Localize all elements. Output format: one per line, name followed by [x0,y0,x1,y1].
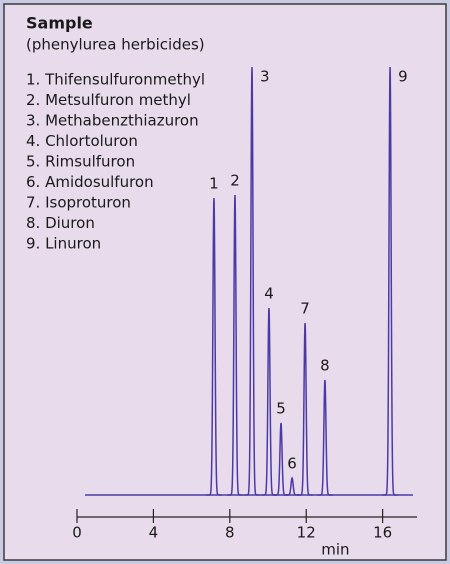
legend-item: 8. Diuron [26,214,95,232]
peak-label: 6 [287,455,297,473]
peak-label: 4 [264,285,274,303]
peak-label: 2 [230,172,240,190]
legend-item: 4. Chlortoluron [26,132,138,150]
legend-item: 2. Metsulfuron methyl [26,91,191,109]
peak-label: 3 [260,68,270,86]
x-tick-label: 0 [72,524,82,542]
peak [244,66,260,496]
legend-item: 1. Thifensulfuronmethyl [26,71,205,89]
peak-label: 8 [320,357,330,375]
legend-item: 7. Isoproturon [26,194,131,212]
x-tick-label: 16 [373,524,392,542]
peak [297,322,313,496]
chart-subtitle: (phenylurea herbicides) [26,36,205,54]
peak [206,197,222,496]
peak-label: 9 [398,68,408,86]
legend-item: 3. Methabenzthiazuron [26,112,199,130]
chart-title: Sample [26,14,93,33]
peak [227,194,243,496]
legend-item: 6. Amidosulfuron [26,173,154,191]
x-tick-label: 4 [149,524,159,542]
peak [317,379,333,496]
x-tick-label: 8 [225,524,235,542]
x-axis-label: min [321,541,349,559]
x-tick-label: 12 [297,524,316,542]
peak-label: 7 [300,300,310,318]
legend-item: 5. Rimsulfuron [26,153,135,171]
panel [3,3,447,561]
peak [382,66,398,496]
legend-item: 9. Linuron [26,235,101,253]
peak-label: 5 [276,400,286,418]
peak [284,476,300,496]
peak-label: 1 [209,175,219,193]
